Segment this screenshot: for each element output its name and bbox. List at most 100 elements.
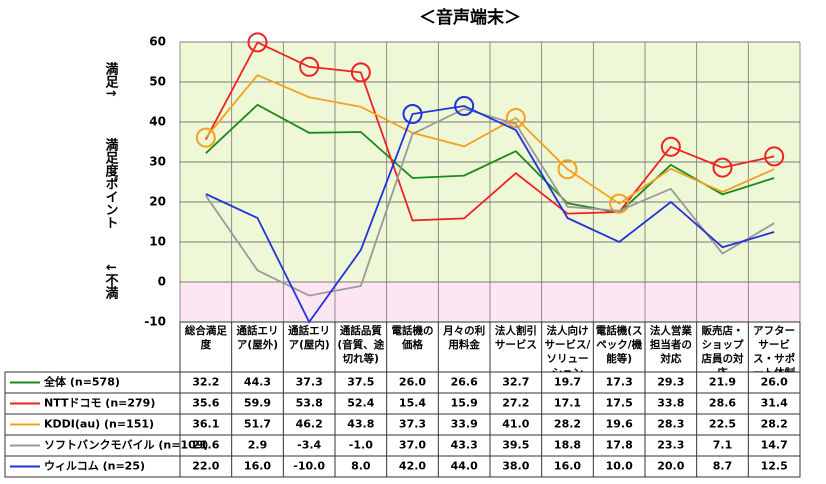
highlight-marker <box>557 159 578 180</box>
table-value: 51.7 <box>244 418 271 431</box>
table-value: 15.9 <box>451 397 478 410</box>
x-tick-label: 電話機(スペック/機能等) <box>595 325 643 365</box>
table-value: 38.0 <box>502 460 529 473</box>
table-value: 17.1 <box>554 397 581 410</box>
table-value: 17.3 <box>606 376 633 389</box>
table-value: 28.2 <box>761 418 788 431</box>
table-value: 8.0 <box>351 460 371 473</box>
table-value: 28.2 <box>554 418 581 431</box>
table-value: 44.3 <box>244 376 271 389</box>
legend-label: 全体 (n=578) <box>43 375 120 389</box>
table-value: 43.8 <box>347 418 374 431</box>
y-label-top: 満足↑ <box>103 61 119 98</box>
x-tick-label: 販売店・ショップ店員の対応 <box>701 325 744 372</box>
table-value: 37.3 <box>296 376 323 389</box>
highlight-marker <box>505 108 526 128</box>
x-tick-label: 法人向けサービス/ソリューション <box>544 325 591 372</box>
table-value: 14.7 <box>761 439 788 452</box>
highlight-marker <box>712 157 733 178</box>
table-value: 41.0 <box>502 418 529 431</box>
series-line <box>205 107 775 297</box>
table-value: 33.8 <box>657 397 684 410</box>
table-value: 27.2 <box>502 397 529 410</box>
table-value: 12.5 <box>761 460 788 473</box>
table-value: 22.0 <box>192 460 219 473</box>
category-cell: 法人営業担当者の対応 <box>649 325 692 365</box>
table-value: 8.7 <box>713 460 733 473</box>
table-value: 32.2 <box>192 376 219 389</box>
category-cell: 通話エリア(屋外) <box>236 325 279 351</box>
table-value: 37.5 <box>347 376 374 389</box>
table-value: 21.6 <box>192 439 219 452</box>
table-value: 37.3 <box>399 418 426 431</box>
highlight-marker <box>195 127 216 148</box>
table-value: 35.6 <box>192 397 219 410</box>
table-value: 44.0 <box>451 460 478 473</box>
table-value: 46.2 <box>296 418 323 431</box>
table-value: 36.1 <box>192 418 219 431</box>
x-tick-label: 通話エリア(屋外) <box>236 325 279 351</box>
highlight-marker <box>402 104 423 124</box>
table-value: 19.7 <box>554 376 581 389</box>
table-value: 39.5 <box>502 439 529 452</box>
category-cell: アフターサービス・サポート体制 <box>753 325 796 372</box>
table-value: -10.0 <box>293 460 325 473</box>
y-tick-label: 50 <box>149 75 166 89</box>
highlight-marker <box>609 193 630 214</box>
table-value: 7.1 <box>713 439 733 452</box>
category-cell: 通話エリア(屋内) <box>288 325 330 351</box>
y-tick-label: 30 <box>149 155 166 169</box>
table-value: 17.8 <box>606 439 633 452</box>
table-value: 29.3 <box>657 376 684 389</box>
y-tick-label: 60 <box>149 35 166 49</box>
x-tick-label: 法人割引サービス <box>494 325 537 351</box>
highlight-marker <box>454 96 475 116</box>
x-tick-label: 通話品質(音質、途切れ等) <box>337 325 385 365</box>
table-value: 26.0 <box>399 376 426 389</box>
table-value: 26.0 <box>761 376 788 389</box>
series-line <box>205 103 775 214</box>
table-value: 23.3 <box>657 439 684 452</box>
table-value: 33.9 <box>451 418 478 431</box>
highlight-marker <box>764 146 785 167</box>
category-cell: 法人向けサービス/ソリューション <box>544 325 591 372</box>
y-tick-label: 0 <box>158 275 166 289</box>
category-cell: 総合満足度 <box>185 325 227 351</box>
table-value: 28.6 <box>709 397 736 410</box>
table-value: 37.0 <box>399 439 426 452</box>
series-line <box>205 74 775 205</box>
table-value: 59.9 <box>244 397 271 410</box>
table-value: 26.6 <box>451 376 478 389</box>
table-value: 10.0 <box>606 460 633 473</box>
table-value: -3.4 <box>297 439 321 452</box>
category-cell: 月々の利用料金 <box>443 325 486 351</box>
y-tick-label: 40 <box>149 115 166 129</box>
series-line <box>205 105 775 324</box>
x-tick-label: 法人営業担当者の対応 <box>649 325 692 365</box>
table-value: 16.0 <box>244 460 271 473</box>
category-cell: 電話機の価格 <box>391 325 434 351</box>
table-value: 42.0 <box>399 460 426 473</box>
y-tick-label: 20 <box>149 195 166 209</box>
table-value: 21.9 <box>709 376 736 389</box>
highlight-marker <box>299 56 320 77</box>
table-value: 18.8 <box>554 439 581 452</box>
highlight-marker <box>660 136 681 157</box>
legend-label: KDDI(au) (n=151) <box>44 418 154 431</box>
x-tick-label: アフターサービス・サポート体制 <box>753 325 796 372</box>
table-value: 17.5 <box>606 397 633 410</box>
table-value: 20.0 <box>657 460 684 473</box>
table-value: 32.7 <box>502 376 529 389</box>
table-value: 19.6 <box>606 418 633 431</box>
y-tick-label: 10 <box>149 235 166 249</box>
legend-label: NTTドコモ (n=279) <box>44 397 155 410</box>
y-label-bottom: ↓不満 <box>103 262 119 300</box>
table-value: 43.3 <box>451 439 478 452</box>
table-value: 28.3 <box>657 418 684 431</box>
x-tick-label: 月々の利用料金 <box>443 325 486 351</box>
legend-label: ウィルコム (n=25) <box>44 460 145 473</box>
x-tick-label: 電話機の価格 <box>391 325 434 351</box>
table-value: 16.0 <box>554 460 581 473</box>
legend-label: ソフトバンクモバイル (n=109) <box>44 439 208 452</box>
table-value: 22.5 <box>709 418 736 431</box>
